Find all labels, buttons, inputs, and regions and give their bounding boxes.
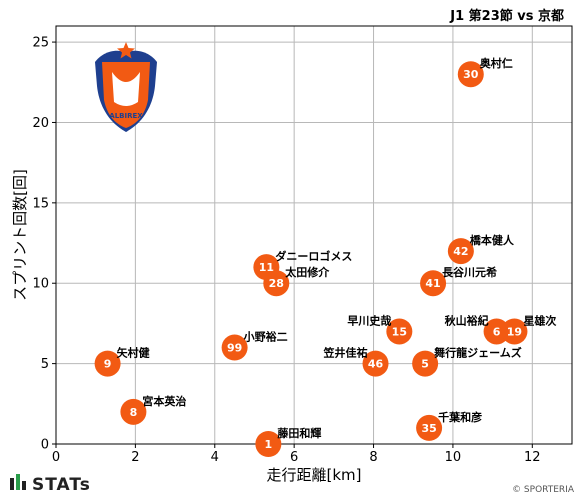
point-marker (412, 350, 439, 377)
x-axis-title: 走行距離[km] (266, 466, 361, 484)
point-name-label: 早川史哉 (347, 313, 391, 327)
point-marker (447, 238, 474, 265)
point-name-label: 宮本英治 (142, 394, 186, 408)
y-axis-title: スプリント回数[回] (11, 169, 29, 301)
point-number-label: 1 (265, 438, 273, 451)
point-marker (420, 270, 447, 297)
point-name-label: 矢村健 (117, 346, 151, 360)
logo-star-icon (117, 42, 135, 59)
point-number-label: 15 (392, 325, 407, 338)
point-number-label: 11 (259, 261, 274, 274)
y-tick-label: 10 (32, 277, 49, 292)
data-point[interactable]: 8 宮本英治 (120, 394, 186, 425)
y-tick-label: 20 (32, 116, 49, 131)
brand-text: STATs (32, 475, 91, 495)
y-tick-label: 15 (32, 196, 49, 211)
point-marker (483, 318, 510, 345)
logo-bird (112, 72, 140, 106)
brand-bar-2 (16, 474, 20, 490)
data-point[interactable]: 5 舞行龍ジェームズ (412, 346, 522, 377)
point-name-label: 藤田和輝 (277, 426, 321, 440)
footer-brand-logo: STATs (10, 474, 91, 495)
x-tick-label: 2 (131, 450, 139, 465)
data-point[interactable]: 6 秋山裕紀 (445, 313, 510, 345)
y-tick-label: 25 (32, 36, 49, 51)
point-number-label: 9 (104, 358, 112, 371)
data-point[interactable]: 1 藤田和輝 (255, 426, 321, 457)
x-tick-label: 0 (52, 450, 60, 465)
x-tick-label: 4 (211, 450, 219, 465)
point-marker (120, 398, 147, 425)
point-number-label: 35 (421, 422, 436, 435)
point-name-label: 太田修介 (284, 265, 330, 279)
data-points: 30奥村仁42橋本健人41長谷川元希11ダニーロゴメス28太田修介15早川史哉6… (94, 56, 556, 457)
point-number-label: 42 (453, 245, 468, 258)
point-number-label: 46 (368, 358, 384, 371)
point-number-label: 28 (269, 277, 284, 290)
point-name-label: 笠井佳祐 (323, 346, 368, 360)
brand-bar-1 (10, 478, 14, 490)
club-logo: ALBIREX (95, 42, 157, 132)
point-number-label: 99 (227, 342, 242, 355)
point-name-label: 長谷川元希 (442, 265, 497, 279)
x-tick-label: 6 (290, 450, 298, 465)
point-number-label: 5 (421, 358, 429, 371)
point-marker (263, 270, 290, 297)
point-name-label: 奥村仁 (479, 56, 513, 70)
point-number-label: 19 (507, 325, 522, 338)
logo-text: ALBIREX (109, 112, 143, 120)
brand-bar-3 (22, 481, 26, 490)
point-marker (416, 414, 443, 441)
point-number-label: 30 (463, 68, 479, 81)
chart-title: J1 第23節 vs 京都 (449, 8, 564, 24)
y-tick-label: 5 (41, 357, 49, 372)
point-marker (362, 350, 389, 377)
point-marker (94, 350, 121, 377)
point-name-label: 星雄次 (523, 313, 556, 327)
point-marker (255, 431, 282, 457)
point-number-label: 41 (425, 277, 440, 290)
grid (56, 26, 572, 444)
point-name-label: 舞行龍ジェームズ (434, 346, 522, 360)
x-tick-label: 8 (369, 450, 377, 465)
x-tick-label: 10 (445, 450, 462, 465)
plot-frame (55, 25, 573, 445)
point-name-label: 橋本健人 (470, 233, 515, 247)
point-marker (457, 61, 484, 88)
point-marker (221, 334, 248, 361)
point-number-label: 6 (493, 325, 501, 338)
point-marker (386, 318, 413, 345)
data-point[interactable]: 9 矢村健 (94, 346, 151, 377)
point-name-label: 小野裕二 (243, 330, 288, 344)
point-name-label: 秋山裕紀 (445, 313, 489, 327)
point-number-label: 8 (130, 406, 138, 419)
point-name-label: 千葉和彦 (438, 410, 482, 424)
credit-text: © SPORTERIA (512, 485, 575, 495)
y-tick-label: 0 (41, 438, 49, 453)
point-marker (501, 318, 528, 345)
point-name-label: ダニーロゴメス (275, 249, 352, 263)
x-tick-label: 12 (524, 450, 541, 465)
